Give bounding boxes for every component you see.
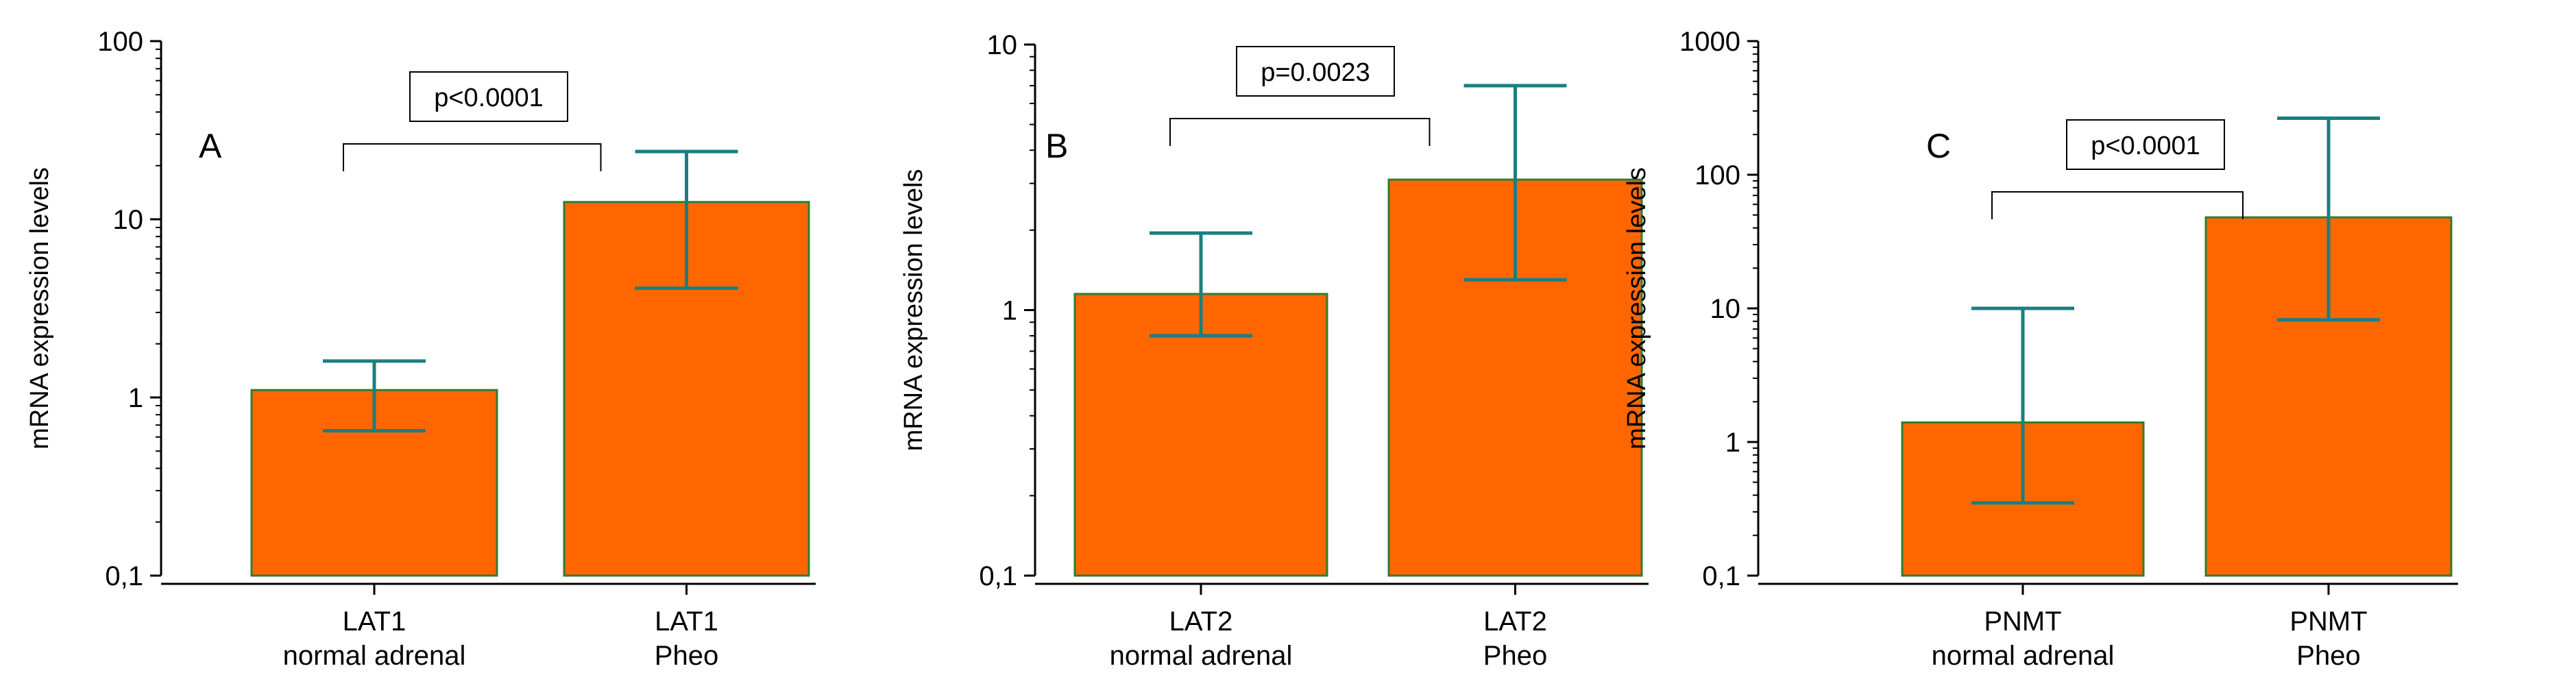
significance-bracket: [1169, 118, 1431, 146]
category-label-line2: Pheo: [2296, 641, 2360, 671]
category-label-line1: PNMT: [1984, 606, 2061, 637]
panel-letter: A: [199, 127, 222, 165]
category-label-line1: LAT1: [655, 606, 718, 637]
y-tick-label: 10: [1710, 294, 1741, 324]
category-label-line2: normal adrenal: [1110, 641, 1293, 671]
category-label-line1: LAT1: [343, 606, 406, 637]
category-label-line2: normal adrenal: [1932, 641, 2115, 671]
y-tick-label: 100: [1694, 160, 1740, 191]
category-label-line2: normal adrenal: [283, 641, 466, 671]
bar-0: [1073, 293, 1328, 577]
y-axis-label: mRNA expression levels: [1623, 167, 1651, 450]
panel-b: 0,1 1 10 mRNA expression levels LAT2 normal a…: [899, 30, 1649, 671]
y-tick-label: 1: [128, 383, 143, 413]
panel-letter: B: [1045, 127, 1068, 165]
y-tick-label: 1000: [1679, 27, 1740, 57]
y-axis-label: mRNA expression levels: [899, 169, 928, 452]
p-value-box: [1236, 46, 1395, 97]
significance-bracket: [1991, 191, 2244, 219]
y-tick-label: 10: [113, 205, 144, 235]
y-tick-label: 0,1: [1702, 561, 1740, 591]
panel-a: 0,1 1 10 100 mRNA expression levels LAT1 norma…: [25, 27, 816, 671]
y-axis-label: mRNA expression levels: [25, 167, 54, 450]
category-label-line1: LAT2: [1169, 606, 1233, 637]
y-tick-label: 10: [987, 30, 1018, 60]
y-tick-label: 1: [1725, 428, 1740, 458]
significance-bracket: [343, 143, 602, 171]
y-tick-label: 1: [1002, 296, 1017, 326]
category-label-line1: LAT2: [1483, 606, 1547, 637]
y-tick-label: 100: [97, 27, 143, 57]
p-value-label: p<0.0001: [2091, 132, 2200, 160]
p-value-label: p<0.0001: [434, 84, 544, 112]
category-label-line1: PNMT: [2289, 606, 2367, 637]
y-tick-label: 0,1: [979, 561, 1017, 591]
p-value-label: p=0.0023: [1261, 58, 1370, 87]
panel-letter: C: [1926, 127, 1951, 165]
category-label-line2: Pheo: [1483, 641, 1547, 671]
p-value-box: [2066, 119, 2225, 170]
category-label-line2: Pheo: [655, 641, 718, 671]
panel-c: 0,1 1 10 100 1000 mRNA expression levels PNMT n…: [1623, 27, 2458, 671]
y-tick-label: 0,1: [105, 561, 143, 591]
p-value-box: [409, 71, 568, 122]
